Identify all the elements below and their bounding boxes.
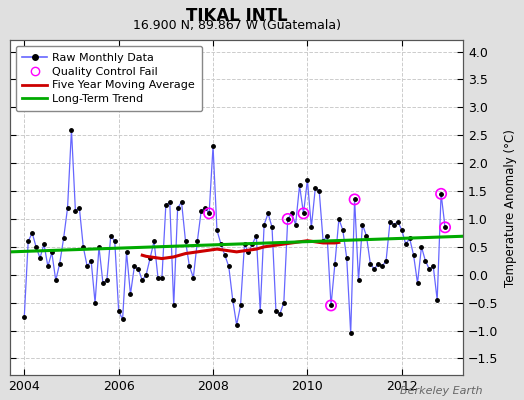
Point bbox=[441, 224, 449, 230]
Point bbox=[283, 216, 292, 222]
Title: TIKAL INTL: TIKAL INTL bbox=[186, 7, 288, 25]
Point bbox=[327, 302, 335, 309]
Point bbox=[351, 196, 359, 203]
Text: 16.900 N, 89.867 W (Guatemala): 16.900 N, 89.867 W (Guatemala) bbox=[133, 19, 341, 32]
Point bbox=[437, 191, 445, 197]
Point bbox=[299, 210, 308, 216]
Legend: Raw Monthly Data, Quality Control Fail, Five Year Moving Average, Long-Term Tren: Raw Monthly Data, Quality Control Fail, … bbox=[16, 46, 202, 111]
Point bbox=[205, 210, 213, 216]
Text: Berkeley Earth: Berkeley Earth bbox=[400, 386, 482, 396]
Y-axis label: Temperature Anomaly (°C): Temperature Anomaly (°C) bbox=[504, 129, 517, 287]
